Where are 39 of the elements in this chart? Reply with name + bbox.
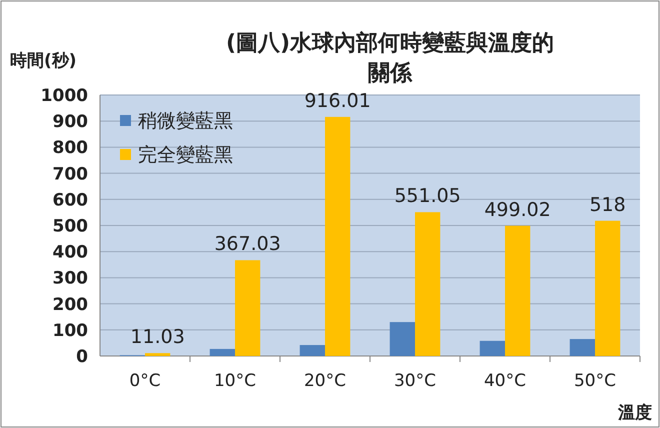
- data-label: 499.02: [484, 198, 551, 221]
- x-tick-label: 40°C: [484, 371, 526, 391]
- y-tick-label: 800: [52, 138, 88, 158]
- y-tick-label: 700: [52, 164, 88, 184]
- bar: [235, 260, 260, 356]
- bar: [145, 353, 170, 356]
- x-axis-title: 溫度: [617, 403, 652, 423]
- bar: [570, 339, 595, 356]
- data-label: 551.05: [394, 185, 461, 208]
- y-tick-label: 400: [52, 242, 88, 263]
- bar: [210, 348, 235, 356]
- bar: [390, 322, 415, 356]
- y-tick-label: 1000: [40, 86, 88, 106]
- data-label: 11.03: [130, 326, 185, 348]
- bar: [300, 345, 325, 356]
- data-label: 916.01: [304, 90, 371, 112]
- y-axis-title: 時間(秒): [10, 51, 77, 71]
- y-tick-label: 600: [52, 190, 88, 210]
- x-tick-label: 30°C: [394, 371, 436, 391]
- x-tick-label: 50°C: [574, 371, 616, 391]
- y-tick-label: 100: [52, 320, 88, 341]
- x-tick-label: 0°C: [129, 371, 161, 391]
- bar: [595, 220, 620, 356]
- chart-title: (圖八)水球內部何時變藍與溫度的關係: [226, 30, 554, 86]
- x-tick-label: 10°C: [214, 371, 256, 391]
- bar: [415, 212, 440, 356]
- bar: [505, 226, 530, 356]
- bar: [480, 340, 505, 356]
- y-tick-label: 500: [52, 216, 88, 236]
- data-label: 367.03: [214, 233, 281, 256]
- y-tick-label: 200: [52, 294, 88, 315]
- y-tick-label: 0: [76, 347, 88, 367]
- y-tick-label: 900: [52, 112, 88, 132]
- y-tick-label: 300: [52, 268, 88, 289]
- legend-label: 稍微變藍黑: [138, 110, 233, 132]
- legend-label: 完全變藍黑: [138, 144, 233, 166]
- x-tick-label: 20°C: [304, 371, 346, 391]
- data-label: 518: [589, 194, 626, 216]
- bar: [325, 116, 350, 356]
